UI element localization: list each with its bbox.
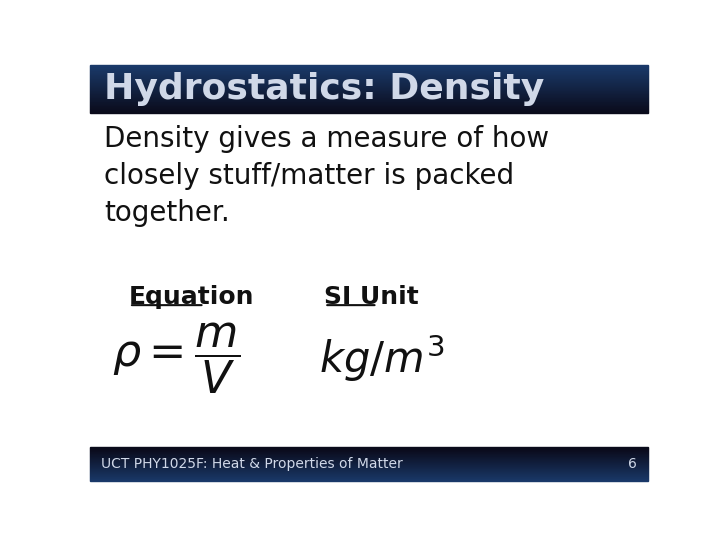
- Bar: [90, 471, 648, 472]
- Bar: [90, 465, 648, 466]
- Bar: [90, 92, 648, 93]
- Bar: [90, 447, 648, 448]
- Bar: [90, 466, 648, 467]
- Text: SI Unit: SI Unit: [324, 285, 419, 309]
- Bar: [90, 99, 648, 100]
- Bar: [90, 469, 648, 470]
- Text: UCT PHY1025F: Heat & Properties of Matter: UCT PHY1025F: Heat & Properties of Matte…: [101, 457, 403, 471]
- Bar: [90, 459, 648, 460]
- Bar: [90, 73, 648, 75]
- Bar: [90, 85, 648, 86]
- Bar: [90, 87, 648, 88]
- Bar: [90, 100, 648, 102]
- Bar: [90, 478, 648, 479]
- Bar: [90, 75, 648, 76]
- Bar: [90, 475, 648, 476]
- Bar: [90, 65, 648, 66]
- Bar: [90, 477, 648, 478]
- Bar: [90, 84, 648, 85]
- Bar: [90, 457, 648, 458]
- Bar: [90, 458, 648, 459]
- Bar: [90, 108, 648, 109]
- Bar: [90, 90, 648, 91]
- Bar: [90, 449, 648, 450]
- Bar: [90, 77, 648, 78]
- Bar: [90, 82, 648, 83]
- Bar: [90, 93, 648, 94]
- Bar: [90, 70, 648, 71]
- Bar: [90, 472, 648, 473]
- Bar: [90, 456, 648, 457]
- Bar: [90, 78, 648, 79]
- Bar: [90, 476, 648, 477]
- Text: 6: 6: [628, 457, 637, 471]
- Bar: [90, 452, 648, 453]
- Bar: [90, 470, 648, 471]
- Bar: [90, 86, 648, 87]
- Bar: [90, 468, 648, 469]
- Bar: [90, 450, 648, 451]
- Text: Density gives a measure of how
closely stuff/matter is packed
together.: Density gives a measure of how closely s…: [104, 125, 549, 227]
- Bar: [90, 80, 648, 81]
- Bar: [90, 89, 648, 90]
- Bar: [90, 461, 648, 462]
- Bar: [90, 448, 648, 449]
- Bar: [90, 69, 648, 70]
- Bar: [90, 67, 648, 68]
- Bar: [90, 66, 648, 67]
- Bar: [90, 110, 648, 111]
- Bar: [90, 106, 648, 107]
- Bar: [90, 102, 648, 103]
- Bar: [90, 103, 648, 104]
- Bar: [90, 97, 648, 98]
- Bar: [90, 72, 648, 73]
- Bar: [90, 480, 648, 481]
- Bar: [90, 473, 648, 474]
- Text: Hydrostatics: Density: Hydrostatics: Density: [104, 72, 544, 106]
- Bar: [90, 105, 648, 106]
- Bar: [90, 91, 648, 92]
- Bar: [90, 68, 648, 69]
- Bar: [90, 462, 648, 463]
- Bar: [90, 83, 648, 84]
- Text: $\mathit{kg/m^3}$: $\mathit{kg/m^3}$: [319, 332, 444, 384]
- Bar: [90, 94, 648, 95]
- Bar: [90, 96, 648, 97]
- Bar: [90, 453, 648, 454]
- Bar: [90, 71, 648, 72]
- Text: Equation: Equation: [129, 285, 255, 309]
- Bar: [90, 88, 648, 89]
- Bar: [90, 109, 648, 110]
- Bar: [90, 479, 648, 480]
- Bar: [90, 112, 648, 113]
- Bar: [90, 463, 648, 464]
- Bar: [90, 474, 648, 475]
- Bar: [90, 467, 648, 468]
- Bar: [90, 111, 648, 112]
- Bar: [90, 460, 648, 461]
- Text: $\rho = \dfrac{m}{V}$: $\rho = \dfrac{m}{V}$: [112, 320, 240, 396]
- Bar: [90, 107, 648, 108]
- Bar: [90, 76, 648, 77]
- Bar: [90, 451, 648, 452]
- Bar: [90, 81, 648, 82]
- Bar: [90, 455, 648, 456]
- Bar: [90, 104, 648, 105]
- Bar: [90, 95, 648, 96]
- Bar: [90, 464, 648, 465]
- Bar: [90, 454, 648, 455]
- Bar: [90, 98, 648, 99]
- Bar: [90, 79, 648, 80]
